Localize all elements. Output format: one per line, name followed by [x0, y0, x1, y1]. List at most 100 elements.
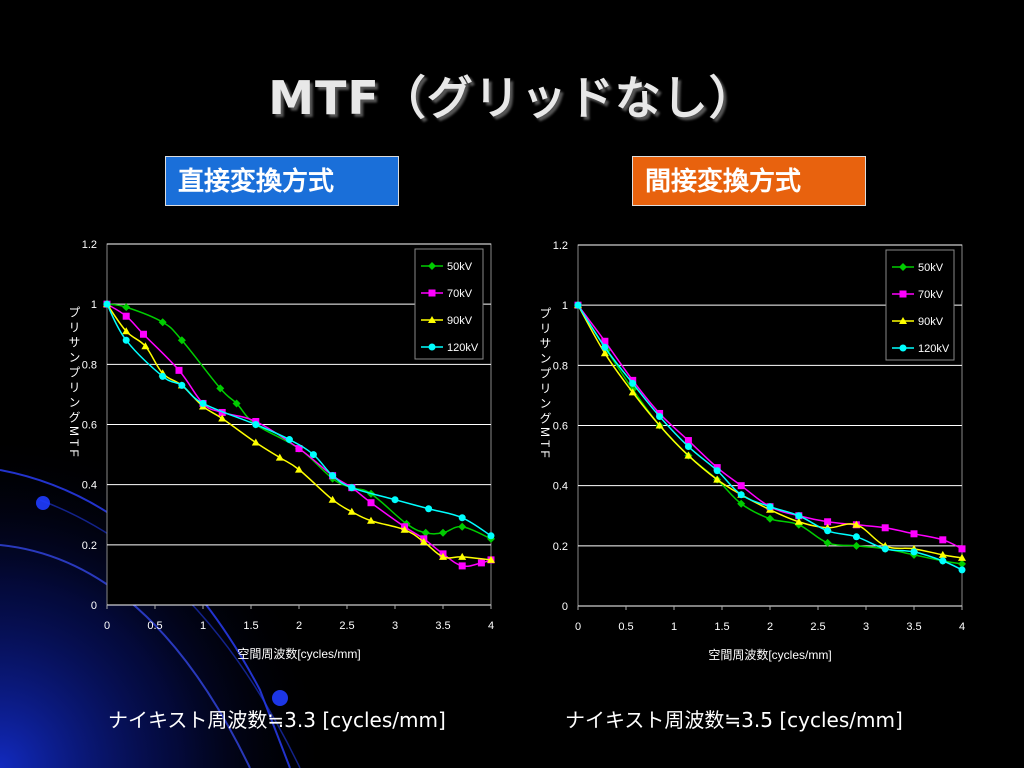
x-tick-label: 1.5	[714, 621, 729, 633]
data-point	[103, 300, 111, 308]
data-point	[852, 520, 861, 528]
data-point	[199, 399, 207, 407]
data-point	[574, 301, 582, 309]
data-point	[419, 537, 428, 545]
legend-marker	[428, 343, 436, 351]
data-point	[458, 514, 466, 522]
legend: 50kV 70kV 90kV 120kV	[414, 248, 484, 360]
y-tick-label: 0.2	[82, 540, 97, 552]
x-tick-label: 4	[488, 620, 494, 632]
data-point	[251, 438, 260, 446]
x-tick-label: 0.5	[147, 620, 162, 632]
data-point	[477, 559, 485, 567]
data-point	[309, 451, 317, 459]
y-tick-label: 1	[562, 300, 568, 312]
data-point	[487, 532, 495, 540]
data-point	[439, 552, 447, 560]
data-point	[938, 550, 947, 558]
data-point	[252, 421, 260, 428]
data-point	[794, 517, 803, 525]
series-120kV	[103, 300, 495, 540]
data-point	[122, 327, 131, 335]
data-point	[881, 524, 889, 532]
legend-label: 90kV	[918, 316, 944, 328]
legend-box	[414, 248, 484, 360]
x-tick-label: 2.5	[339, 620, 354, 632]
data-point	[600, 349, 609, 357]
legend-marker	[899, 263, 907, 271]
x-tick-label: 1	[200, 620, 206, 632]
data-point	[329, 472, 337, 480]
legend-marker	[428, 289, 436, 297]
legend-label: 70kV	[447, 288, 473, 300]
slide-title: MTF（グリッドなし）	[268, 71, 756, 125]
x-axis-label: 空間周波数[cycles/mm]	[237, 646, 360, 661]
x-tick-label: 2	[296, 620, 302, 632]
y-tick-label: 0.6	[82, 420, 97, 432]
y-tick-label: 0.2	[553, 541, 568, 553]
data-point	[348, 484, 356, 492]
data-point	[218, 414, 227, 422]
data-point	[795, 512, 803, 520]
data-point	[629, 379, 637, 387]
legend-label: 120kV	[918, 343, 950, 355]
data-point	[939, 557, 947, 565]
y-tick-label: 0.4	[82, 480, 97, 492]
data-point	[737, 499, 746, 508]
indirect-conversion-label: 間接変換方式	[632, 156, 866, 206]
data-point	[458, 522, 467, 531]
data-point	[178, 381, 186, 389]
data-point	[216, 384, 225, 393]
y-tick-label: 1.2	[82, 239, 97, 251]
data-point	[656, 412, 664, 420]
data-point	[328, 495, 337, 503]
data-point	[400, 525, 409, 533]
data-point	[139, 330, 147, 338]
y-tick-label: 0.6	[553, 421, 568, 433]
data-point	[158, 318, 167, 327]
data-point	[159, 372, 167, 380]
data-point	[852, 533, 860, 541]
legend-marker	[899, 290, 907, 298]
data-point	[367, 499, 375, 507]
y-tick-label: 0.4	[553, 481, 568, 493]
legend-marker	[428, 316, 436, 323]
data-point	[713, 467, 721, 475]
y-tick-label: 1.2	[553, 240, 568, 252]
nyquist-indirect: ナイキスト周波数≒3.5 [cycles/mm]	[565, 708, 903, 732]
data-point	[175, 366, 183, 374]
data-point	[458, 552, 467, 560]
x-tick-label: 0	[104, 620, 110, 632]
data-point	[458, 562, 466, 570]
data-point	[628, 388, 637, 396]
data-point	[713, 475, 722, 483]
data-point	[655, 421, 664, 429]
data-point	[295, 445, 303, 453]
x-tick-label: 3	[863, 621, 869, 633]
data-point	[684, 437, 692, 445]
y-tick-label: 0	[91, 600, 97, 612]
data-point	[439, 528, 447, 537]
series-120kV	[574, 301, 966, 574]
legend-marker	[899, 344, 907, 352]
legend: 50kV 70kV 90kV 120kV	[885, 249, 955, 361]
x-tick-label: 0.5	[618, 621, 633, 633]
data-point	[824, 527, 832, 535]
legend-marker	[899, 317, 907, 324]
y-tick-label: 0	[562, 601, 568, 613]
x-tick-label: 0	[575, 621, 581, 633]
data-point	[823, 538, 832, 547]
x-tick-label: 2	[767, 621, 773, 633]
decor-dot	[272, 690, 288, 706]
x-axis-label: 空間周波数[cycles/mm]	[708, 647, 831, 662]
data-point	[958, 545, 966, 553]
data-point	[766, 503, 774, 511]
data-point	[824, 518, 832, 526]
data-point	[852, 541, 861, 550]
legend-label: 70kV	[918, 289, 944, 301]
data-point	[684, 443, 692, 451]
data-point	[487, 555, 495, 563]
data-point	[737, 491, 745, 499]
data-point	[737, 482, 745, 490]
data-point	[295, 465, 303, 473]
